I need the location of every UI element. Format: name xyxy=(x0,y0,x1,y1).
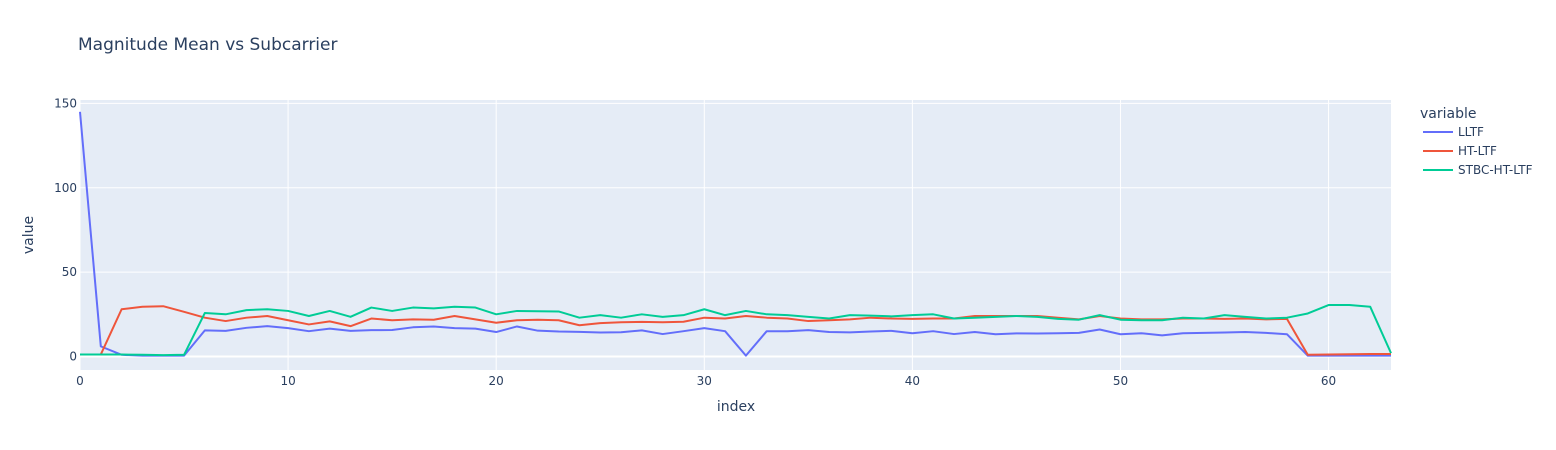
legend: variable LLTF HT-LTF STBC-HT-LTF xyxy=(1420,106,1533,177)
x-axis-title: index xyxy=(717,399,755,415)
grid-lines xyxy=(79,100,1391,370)
x-tick-label: 10 xyxy=(280,374,295,388)
x-tick-label: 0 xyxy=(76,374,84,388)
legend-item[interactable]: STBC-HT-LTF xyxy=(1423,163,1533,177)
x-tick-label: 50 xyxy=(1113,374,1128,388)
plot-area xyxy=(80,100,1391,370)
y-tick-label: 150 xyxy=(54,96,77,110)
series-layer xyxy=(79,111,1392,357)
x-tick-label: 40 xyxy=(905,374,920,388)
y-tick-label: 0 xyxy=(69,350,77,364)
x-tick-label: 20 xyxy=(489,374,504,388)
y-tick-label: 50 xyxy=(62,265,77,279)
y-tick-label: 100 xyxy=(54,181,77,195)
x-tick-label: 60 xyxy=(1321,374,1336,388)
series-line-lltf xyxy=(79,111,1391,357)
legend-title: variable xyxy=(1420,106,1476,122)
chart-title: Magnitude Mean vs Subcarrier xyxy=(78,35,337,55)
legend-label: STBC-HT-LTF xyxy=(1458,163,1533,177)
y-axis-title: value xyxy=(21,216,37,254)
x-tick-label: 30 xyxy=(697,374,712,388)
y-tick-labels: 0 50 100 150 xyxy=(54,96,77,363)
legend-item[interactable]: LLTF xyxy=(1423,125,1484,139)
x-tick-labels: 0 10 20 30 40 50 60 xyxy=(76,374,1336,388)
legend-item[interactable]: HT-LTF xyxy=(1423,144,1497,158)
legend-label: LLTF xyxy=(1458,125,1484,139)
legend-label: HT-LTF xyxy=(1458,144,1497,158)
series-line-stbc-ht-ltf xyxy=(80,304,1392,357)
